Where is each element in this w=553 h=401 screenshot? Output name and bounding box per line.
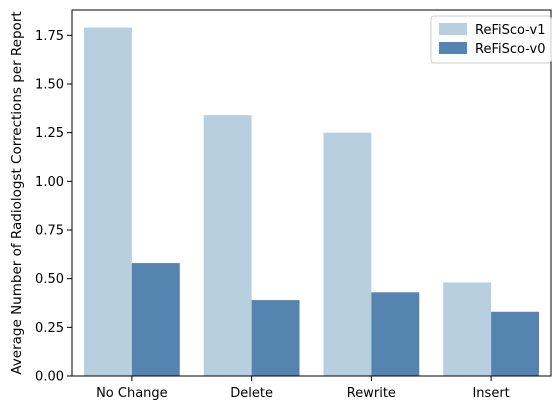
x-axis-ticks: No Change Delete Rewrite Insert [96, 376, 510, 401]
x-tick-label: No Change [96, 386, 168, 401]
y-tick-label: 1.25 [35, 126, 64, 141]
legend-swatch-refisco-v1 [439, 23, 467, 35]
y-tick-label: 1.75 [35, 29, 64, 44]
x-tick-label: Delete [230, 386, 273, 401]
legend: ReFiSco-v1 ReFiSco-v0 [430, 15, 552, 64]
bar-refisco-v0-no-change [131, 263, 180, 376]
bar-refisco-v0-delete [251, 300, 300, 376]
y-tick-label: 0.50 [35, 272, 64, 287]
y-axis-ticks: 0.00 0.25 0.50 0.75 1.00 1.25 1.50 1.75 [35, 29, 72, 385]
y-axis-label: Average Number of Radiologst Corrections… [9, 11, 25, 374]
bar-refisco-v1-rewrite [323, 132, 372, 376]
y-tick-label: 0.00 [35, 370, 64, 385]
bar-refisco-v0-rewrite [371, 292, 420, 376]
y-tick-label: 0.25 [35, 321, 64, 336]
bar-refisco-v1-no-change [83, 27, 132, 377]
legend-label: ReFiSco-v0 [475, 42, 546, 57]
x-tick-label: Rewrite [347, 386, 396, 401]
bar-refisco-v1-insert [443, 282, 492, 376]
legend-label: ReFiSco-v1 [475, 23, 546, 38]
plot-frame [71, 9, 552, 377]
bars-group [83, 27, 540, 377]
y-tick-label: 0.75 [35, 223, 64, 238]
y-tick-label: 1.50 [35, 77, 64, 92]
y-tick-label: 1.00 [35, 175, 64, 190]
bar-refisco-v1-delete [203, 115, 252, 377]
bar-refisco-v0-insert [491, 311, 540, 376]
legend-swatch-refisco-v0 [439, 42, 467, 54]
x-tick-label: Insert [472, 386, 509, 401]
